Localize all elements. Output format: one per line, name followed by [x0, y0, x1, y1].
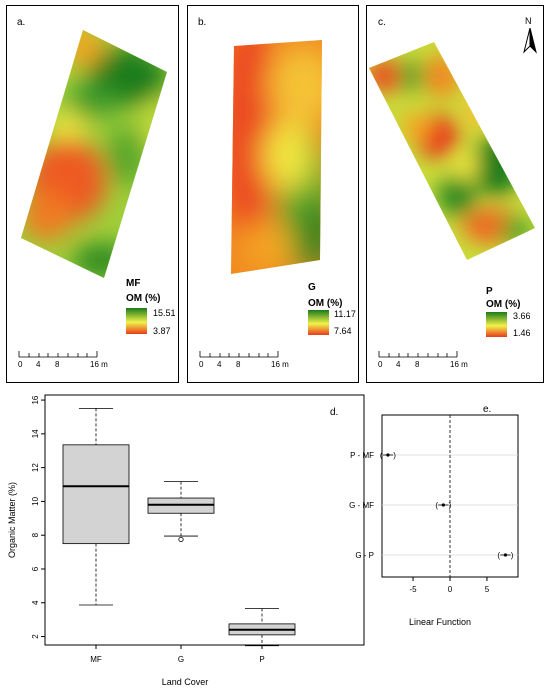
outlier-point — [178, 536, 184, 543]
estimate-point — [503, 553, 508, 557]
legend-site-g: G — [308, 282, 316, 293]
legend-colorbar-g — [308, 310, 329, 335]
scale-label: 16 m — [271, 360, 289, 369]
legend-min-mf: 3.87 — [153, 326, 171, 336]
legend-colorbar-p — [486, 312, 507, 337]
map-mf — [21, 30, 167, 278]
boxplot-chart: Organic Matter (%) Land Cover d. 2 4 6 8 10 1… — [7, 394, 365, 687]
box-iqr — [62, 444, 130, 545]
box-mf — [62, 407, 130, 606]
estimate-point — [441, 503, 445, 507]
x-axis: -5 0 5 — [409, 577, 490, 594]
plot-frame — [44, 394, 365, 646]
map-panel-mf: a. MF OM (%) 15.51 3.87 — [6, 5, 179, 383]
x-axis-title: Linear Function — [409, 617, 471, 627]
map-g — [231, 40, 322, 274]
intervals: P - MF () G - MF () G - P () — [349, 451, 514, 560]
map-panel-p: c. N — [366, 5, 544, 383]
legend-min-p: 1.46 — [513, 328, 531, 338]
legend-max-mf: 15.51 — [153, 308, 176, 318]
panel-label-a: a. — [17, 17, 26, 28]
interval-row: P - MF () — [350, 451, 396, 460]
legend-unit-g: OM (%) — [308, 298, 343, 309]
y-tick-label: 8 — [31, 532, 40, 537]
y-tick-label: 2 — [31, 634, 40, 639]
north-arrow-icon — [523, 28, 537, 54]
x-tick-label: MF — [90, 655, 102, 664]
x-axis: MF G P — [90, 645, 265, 664]
y-axis: 2 4 6 8 10 12 14 16 — [31, 395, 45, 639]
scale-bar-p: 0 4 8 16 m — [378, 348, 528, 369]
y-tick-label: 6 — [31, 566, 40, 571]
y-tick-label: 14 — [31, 429, 40, 438]
legend-unit-p: OM (%) — [486, 299, 521, 310]
interval-row: G - P () — [355, 551, 513, 560]
legend-colorbar-mf — [126, 308, 147, 334]
boxes — [62, 407, 296, 647]
y-tick-label: 12 — [31, 463, 40, 472]
scale-label: 8 — [415, 360, 420, 369]
box-g — [147, 481, 215, 543]
scale-label: 0 — [18, 360, 23, 369]
ci-bracket-right: ) — [449, 501, 452, 510]
scale-label: 4 — [36, 360, 41, 369]
legend-max-g: 11.17 — [334, 309, 356, 319]
ci-bracket-left: ( — [497, 551, 500, 560]
ci-bracket-left: ( — [435, 501, 438, 510]
legend-unit-mf: OM (%) — [126, 293, 161, 304]
grid — [382, 415, 518, 577]
legend-max-p: 3.66 — [513, 311, 531, 321]
ci-bracket-right: ) — [511, 551, 514, 560]
scale-label: 0 — [378, 360, 383, 369]
legend-site-p: P — [486, 286, 493, 297]
legend-site-mf: MF — [126, 278, 141, 289]
interval-row: G - MF () — [349, 501, 452, 510]
x-tick-label: P — [259, 655, 264, 664]
y-axis-title: Organic Matter (%) — [7, 482, 17, 558]
north-arrow: N — [522, 16, 538, 56]
x-tick-label: 5 — [485, 585, 490, 594]
box-p — [228, 608, 296, 647]
interval-chart: e. Linear Function P - MF()G - MF()G - P… — [349, 404, 519, 627]
map-p — [369, 42, 535, 260]
row-label: P - MF — [350, 451, 374, 460]
y-tick-label: 10 — [31, 496, 40, 505]
panel-label-d: d. — [330, 407, 338, 418]
ci-bracket-left: ( — [380, 451, 383, 460]
row-label: G - MF — [349, 501, 374, 510]
scale-label: 8 — [236, 360, 241, 369]
scale-bar-mf: 0 4 8 16 m — [18, 348, 168, 369]
x-axis-title: Land Cover — [162, 677, 209, 687]
north-label: N — [525, 16, 532, 26]
x-tick-label: -5 — [409, 585, 417, 594]
y-tick-label: 16 — [31, 395, 40, 404]
scale-label: 16 m — [90, 360, 108, 369]
scale-label: 0 — [199, 360, 204, 369]
ci-bracket-right: ) — [393, 451, 396, 460]
scale-label: 4 — [217, 360, 222, 369]
scale-label: 16 m — [450, 360, 468, 369]
x-tick-label: G — [178, 655, 184, 664]
map-panel-g: b. G OM (%) 11.17 7.64 — [187, 5, 359, 383]
scale-label: 4 — [396, 360, 401, 369]
x-tick-label: 0 — [448, 585, 453, 594]
scale-label: 8 — [55, 360, 60, 369]
panel-label-c: c. — [378, 17, 386, 28]
panel-label-e: e. — [483, 404, 491, 415]
scale-bar-g: 0 4 8 16 m — [199, 348, 349, 369]
panel-label-b: b. — [198, 17, 207, 28]
row-label: G - P — [355, 551, 374, 560]
estimate-point — [386, 453, 390, 457]
y-tick-label: 4 — [31, 600, 40, 605]
legend-min-g: 7.64 — [334, 326, 352, 336]
